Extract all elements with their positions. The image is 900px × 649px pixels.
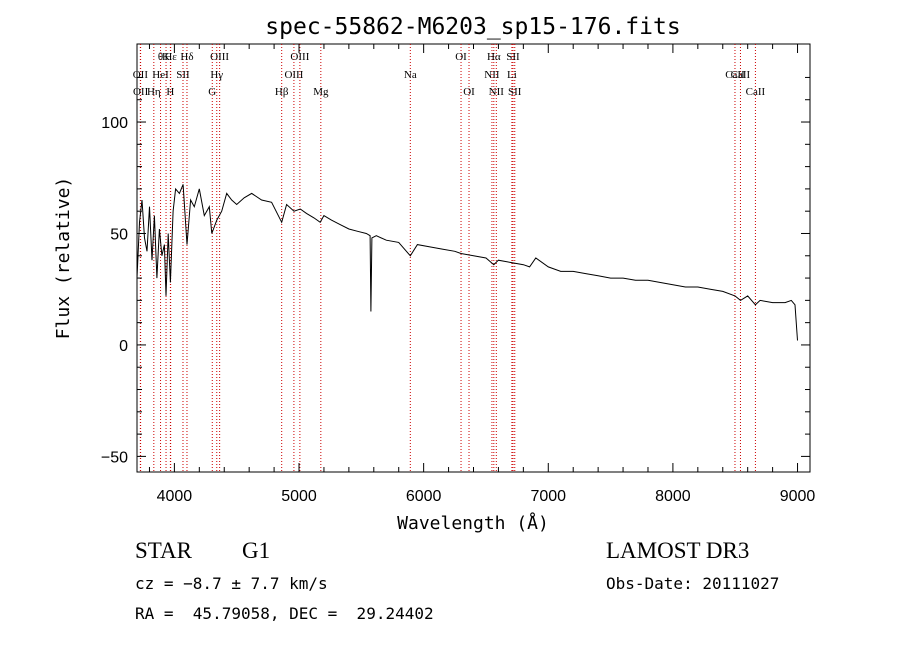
line-label: Mg — [313, 86, 329, 98]
line-label: H — [166, 86, 174, 98]
x-tick-label: 6000 — [406, 488, 442, 505]
y-tick-label: 0 — [119, 338, 128, 355]
object-subclass: G1 — [242, 538, 271, 563]
x-axis-ticks: 4000 5000 6000 7000 8000 9000 — [148, 44, 816, 505]
line-label: HeI — [152, 69, 169, 81]
line-label: OII — [133, 86, 149, 98]
coordinates: RA = 45.79058, DEC = 29.24402 — [135, 604, 434, 623]
line-label: CaII — [746, 86, 766, 98]
object-class: STAR — [135, 538, 192, 563]
line-label: Hδ — [180, 51, 193, 63]
line-label: CaII — [725, 69, 745, 81]
spectrum-line — [136, 184, 798, 341]
y-tick-label: −50 — [101, 449, 128, 466]
survey-name: LAMOST DR3 — [606, 538, 750, 563]
plot-frame — [136, 43, 811, 473]
x-tick-label: 4000 — [157, 488, 193, 505]
x-tick-label: 5000 — [281, 488, 317, 505]
y-tick-label: 50 — [110, 226, 128, 243]
line-label: NII — [489, 86, 505, 98]
line-label: CaII — [731, 69, 751, 81]
line-label: Hβ — [275, 86, 289, 98]
line-label: Li — [507, 69, 517, 81]
line-label: Hε — [164, 51, 177, 63]
line-label: OIII — [284, 69, 303, 81]
line-label: Hη — [147, 86, 161, 98]
line-label: SII — [508, 86, 522, 98]
y-axis-ticks: −50 0 50 100 — [101, 76, 810, 466]
line-label: Hγ — [210, 69, 223, 81]
x-axis-label: Wavelength (Å) — [397, 512, 549, 534]
line-label: SII — [506, 51, 520, 63]
line-label: OIII — [290, 51, 309, 63]
line-label: θ — [158, 51, 163, 63]
x-tick-label: 7000 — [530, 488, 566, 505]
spectral-line-markers — [139, 44, 756, 472]
chart-title: spec-55862-M6203_sp15-176.fits — [265, 14, 680, 40]
line-label: SII — [176, 69, 190, 81]
line-label: Na — [404, 69, 417, 81]
line-label: K — [162, 51, 170, 63]
redshift-velocity: cz = −8.7 ± 7.7 km/s — [135, 574, 328, 593]
line-label: NII — [484, 69, 500, 81]
line-label: OII — [133, 69, 149, 81]
line-label: Hα — [487, 51, 501, 63]
x-tick-label: 8000 — [655, 488, 691, 505]
observation-date: Obs-Date: 20111027 — [606, 574, 780, 593]
line-label: OIII — [210, 51, 229, 63]
x-tick-label: 9000 — [780, 488, 816, 505]
line-label: G — [208, 86, 216, 98]
y-axis-label: Flux (relative) — [53, 177, 74, 340]
line-label: OI — [463, 86, 475, 98]
line-label: OI — [455, 51, 467, 63]
y-tick-label: 100 — [101, 115, 128, 132]
